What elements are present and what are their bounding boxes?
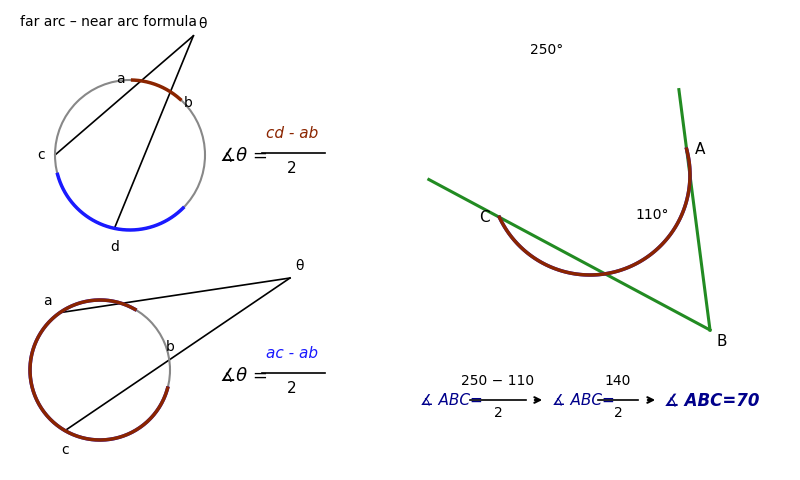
Text: far arc – near arc formula: far arc – near arc formula [20,15,197,29]
Text: d: d [110,240,119,254]
Text: 2: 2 [494,406,502,420]
Text: 250°: 250° [530,43,563,57]
Text: 2: 2 [287,161,297,176]
Text: b: b [166,340,174,354]
Text: θ: θ [198,17,207,31]
Text: ∡ ABC=: ∡ ABC= [420,393,482,408]
Text: a: a [43,294,52,308]
Text: 2: 2 [614,406,622,420]
Text: C: C [478,210,490,225]
Text: ∡θ =: ∡θ = [220,146,268,164]
Text: c: c [38,148,45,162]
Text: b: b [184,96,193,110]
Text: cd - ab: cd - ab [266,126,318,141]
Text: 110°: 110° [635,208,669,222]
Text: 140: 140 [605,374,631,388]
Text: 250 − 110: 250 − 110 [462,374,534,388]
Text: B: B [716,334,726,349]
Text: A: A [694,142,705,156]
Text: θ: θ [295,259,303,273]
Text: ∡ ABC=70: ∡ ABC=70 [664,391,759,409]
Text: ac - ab: ac - ab [266,346,318,361]
Text: ∡θ =: ∡θ = [220,366,268,384]
Text: ∡ ABC=: ∡ ABC= [552,393,614,408]
Text: c: c [61,443,69,456]
Text: a: a [116,72,125,86]
Text: 2: 2 [287,381,297,396]
